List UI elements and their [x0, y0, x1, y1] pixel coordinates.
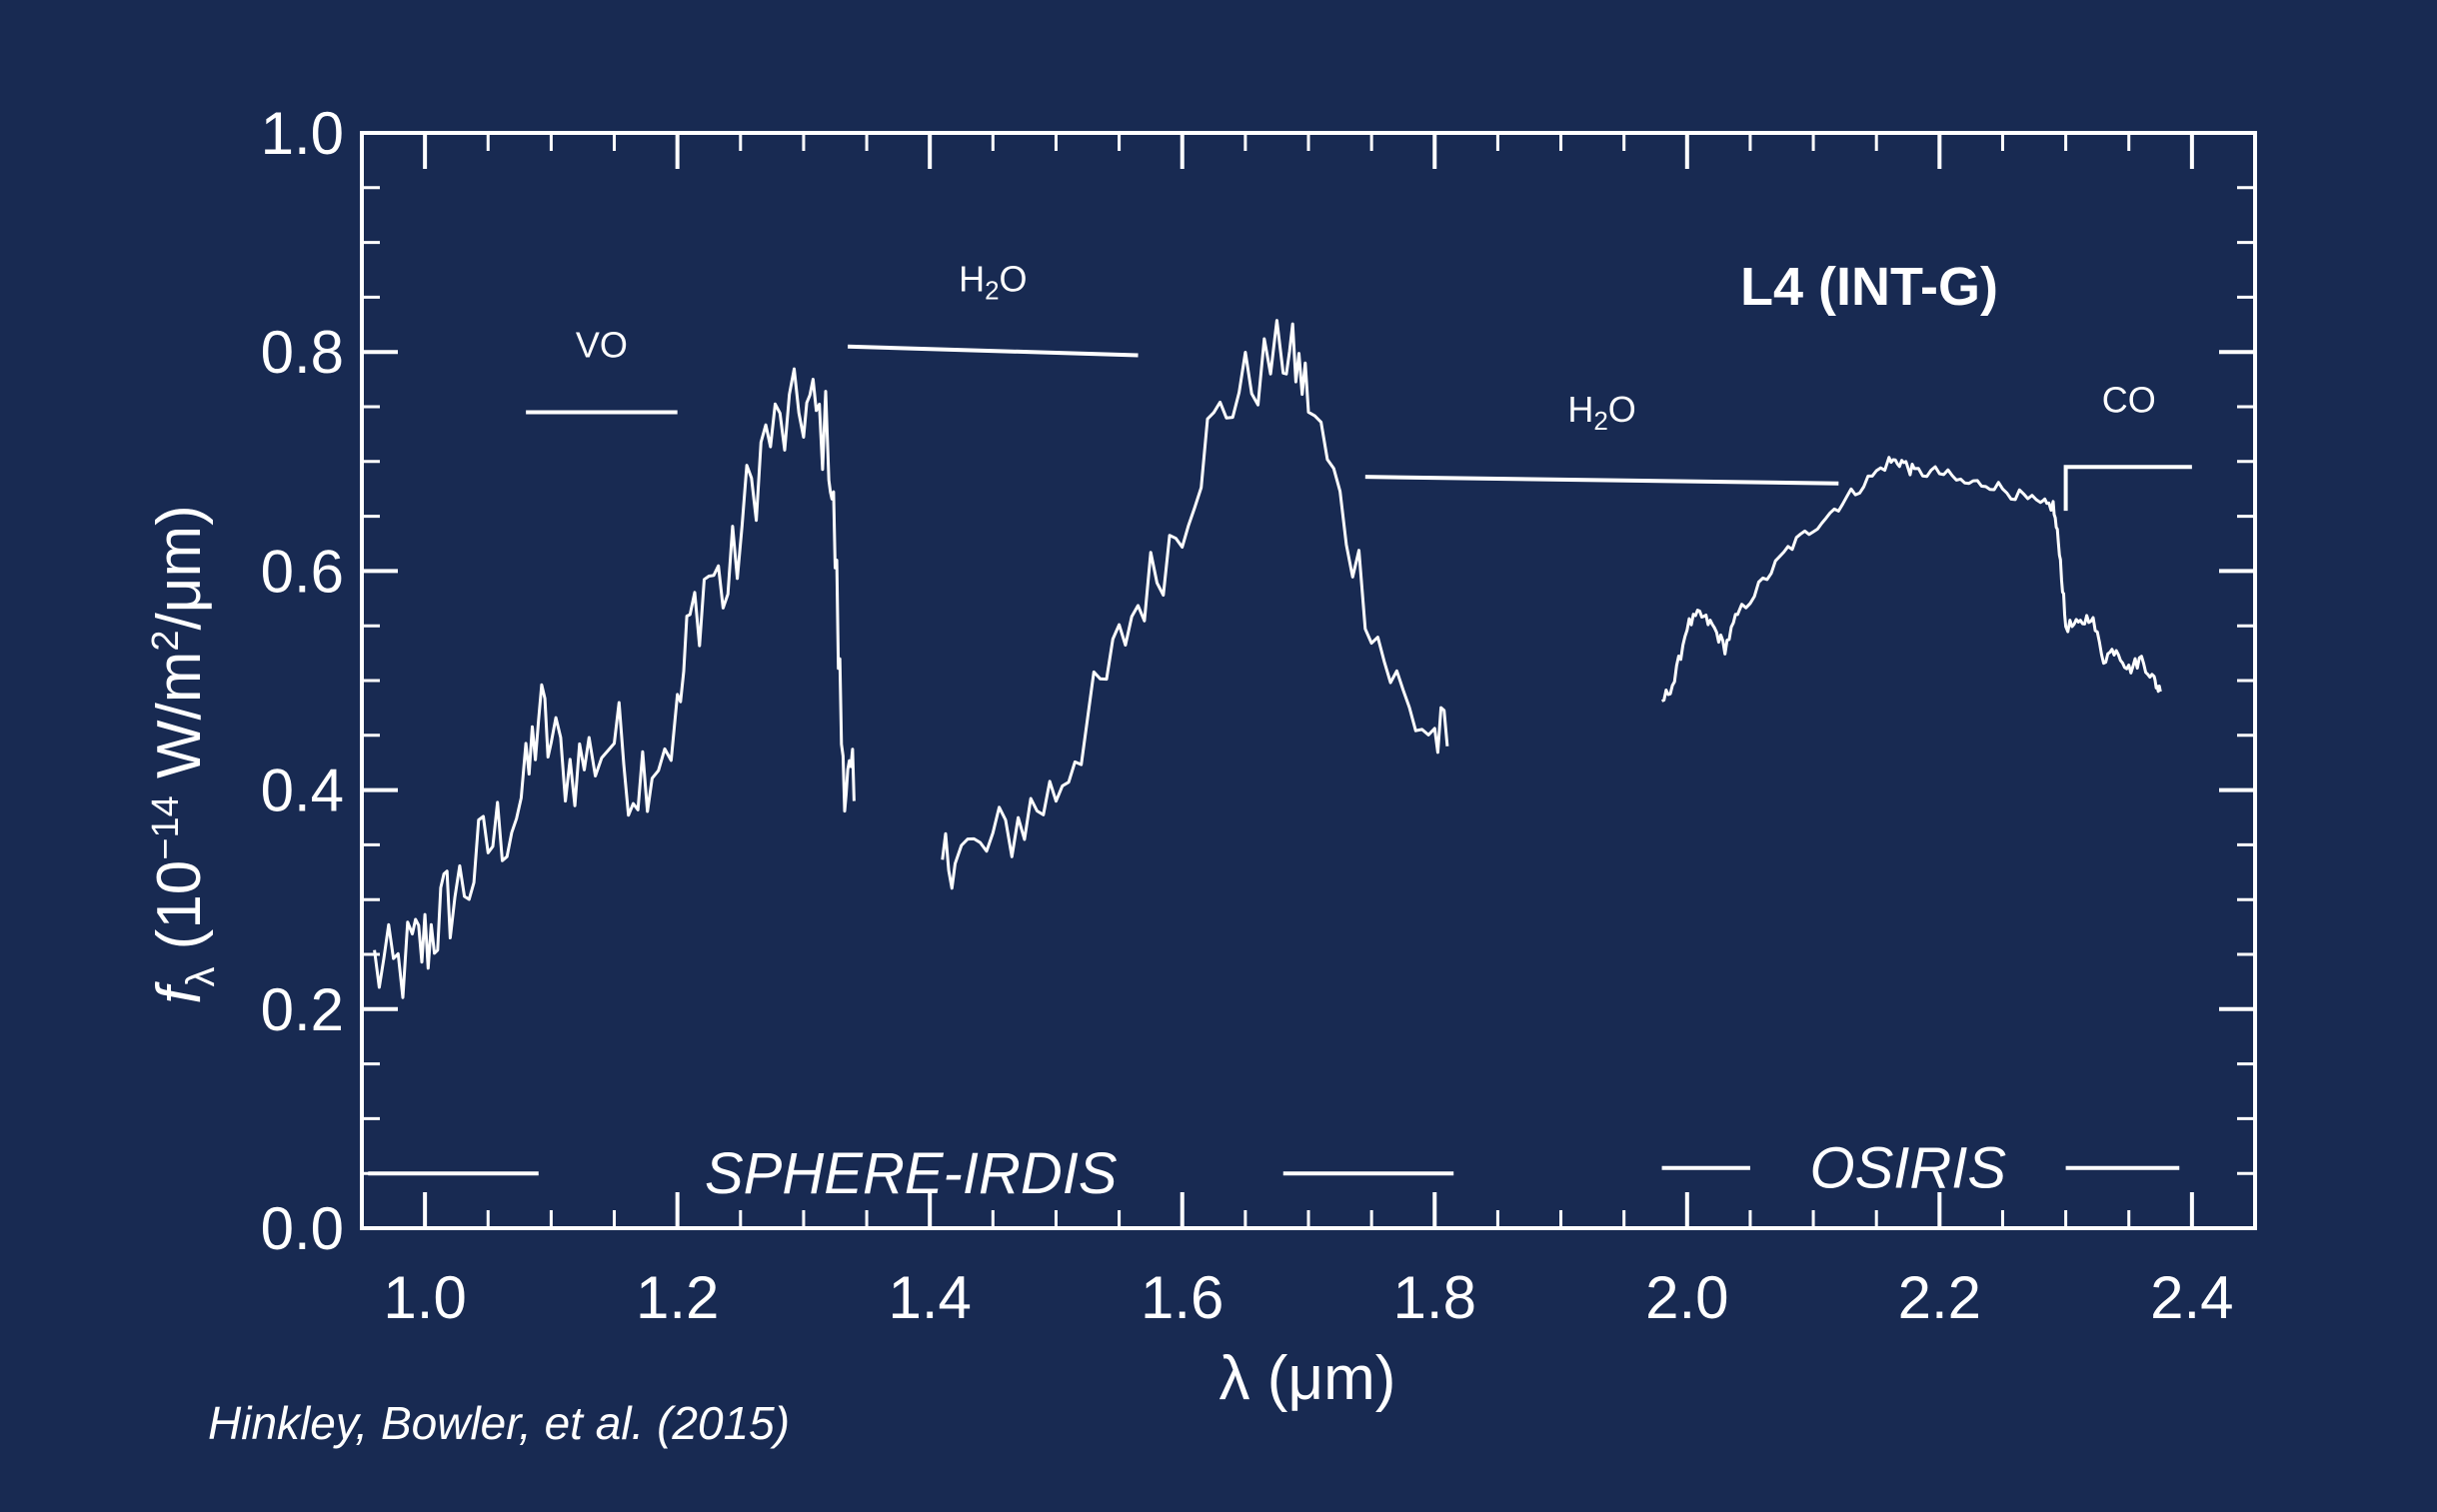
y-tick-label: 0.0	[261, 1195, 344, 1262]
instrument-label: OSIRIS	[1809, 1136, 2006, 1201]
x-tick-label: 2.2	[1898, 1264, 1981, 1331]
x-tick-label: 2.4	[2150, 1264, 2233, 1331]
band-label: H2O	[959, 259, 1027, 306]
citation-credit: Hinkley, Bowler, et al. (2015)	[208, 1397, 790, 1449]
band-marker-2	[1364, 475, 1839, 486]
y-tick-label: 0.6	[261, 538, 344, 605]
y-axis-title: fλ (10−14 W/m2/μm)	[145, 505, 223, 1004]
spectrum-sphere-irdis-segment-1	[373, 367, 856, 999]
y-tick-label: 0.8	[261, 319, 344, 386]
y-tick-label: 1.0	[261, 100, 344, 167]
y-tick-label: 0.4	[261, 757, 344, 824]
band-label: VO	[576, 324, 628, 365]
spectrum-sphere-irdis-segment-2	[941, 319, 1449, 890]
spectral-class-label: L4 (INT-G)	[1740, 257, 1998, 317]
band-marker-1	[848, 344, 1139, 358]
x-tick-label: 1.8	[1393, 1264, 1476, 1331]
x-axis-title: λ (μm)	[1219, 1344, 1396, 1413]
x-tick-label: 1.2	[636, 1264, 719, 1331]
x-tick-label: 1.4	[888, 1264, 971, 1331]
band-label: H2O	[1567, 389, 1635, 436]
x-tick-label: 1.6	[1141, 1264, 1223, 1331]
instrument-label: SPHERE-IRDIS	[705, 1141, 1118, 1206]
spectrum-osiris-segment-1	[1660, 456, 2162, 703]
band-label: CO	[2102, 379, 2156, 420]
x-tick-label: 1.0	[383, 1264, 466, 1331]
y-tick-label: 0.2	[261, 976, 344, 1043]
x-tick-label: 2.0	[1645, 1264, 1728, 1331]
band-marker-co	[2063, 465, 2192, 512]
